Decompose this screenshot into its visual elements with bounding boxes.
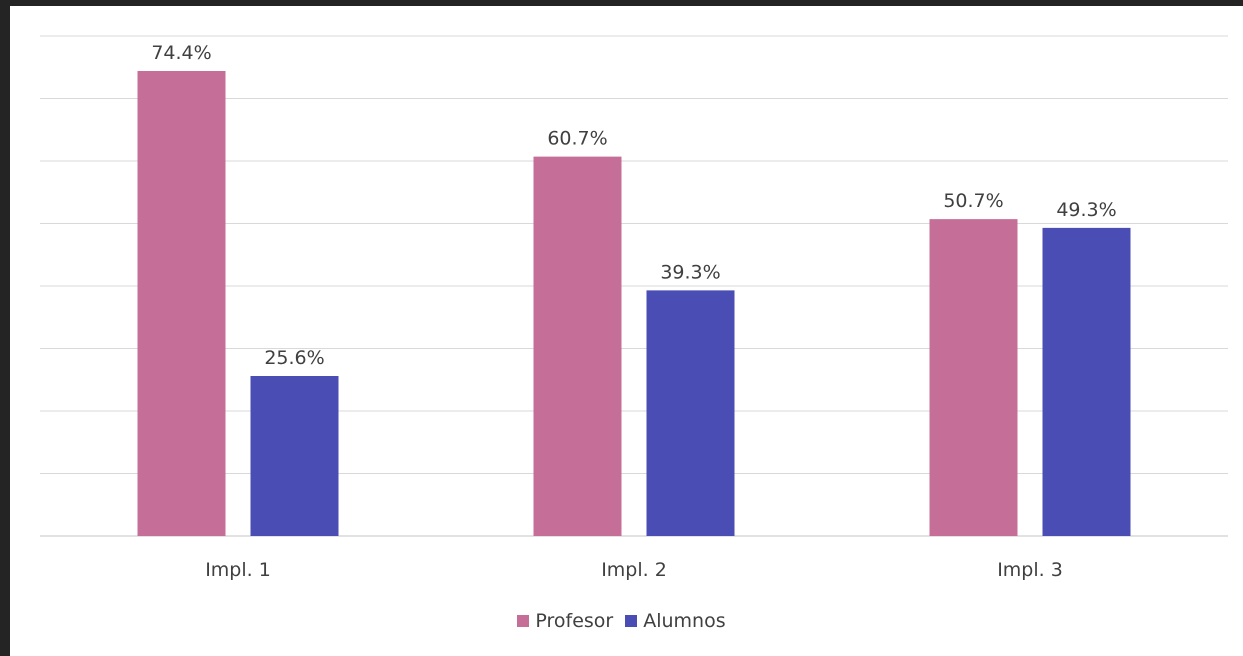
legend-swatch-alumnos (625, 615, 638, 627)
data-label-alumnos-3: 49.3% (1056, 199, 1116, 221)
legend-entry-alumnos: Alumnos (625, 610, 726, 632)
data-label-alumnos-1: 25.6% (264, 347, 324, 369)
data-labels: 74.4% 25.6% 60.7% 39.3% 50.7% 49.3% (151, 42, 1116, 369)
legend-swatch-profesor (517, 615, 530, 627)
bar-alumnos-3 (1042, 227, 1131, 536)
legend-label-profesor: Profesor (535, 610, 614, 632)
x-tick-label: Impl. 2 (601, 559, 667, 581)
legend-entry-profesor: Profesor (517, 610, 613, 632)
data-label-profesor-2: 60.7% (547, 128, 607, 150)
bar-profesor-1 (137, 71, 226, 536)
data-label-alumnos-2: 39.3% (660, 261, 720, 283)
legend-label-alumnos: Alumnos (643, 610, 726, 632)
gridlines (40, 35, 1228, 537)
x-tick-label: Impl. 3 (997, 559, 1063, 581)
bar-alumnos-2 (646, 290, 735, 536)
bar-profesor-3 (929, 219, 1018, 536)
legend: Profesor Alumnos (0, 610, 1243, 632)
x-axis-ticks: Impl. 1 Impl. 2 Impl. 3 (205, 559, 1063, 581)
x-tick-label: Impl. 1 (205, 559, 271, 581)
data-label-profesor-1: 74.4% (151, 42, 211, 64)
bar-profesor-2 (533, 156, 622, 536)
bars (137, 71, 1131, 536)
bar-alumnos-1 (250, 376, 339, 536)
data-label-profesor-3: 50.7% (943, 190, 1003, 212)
